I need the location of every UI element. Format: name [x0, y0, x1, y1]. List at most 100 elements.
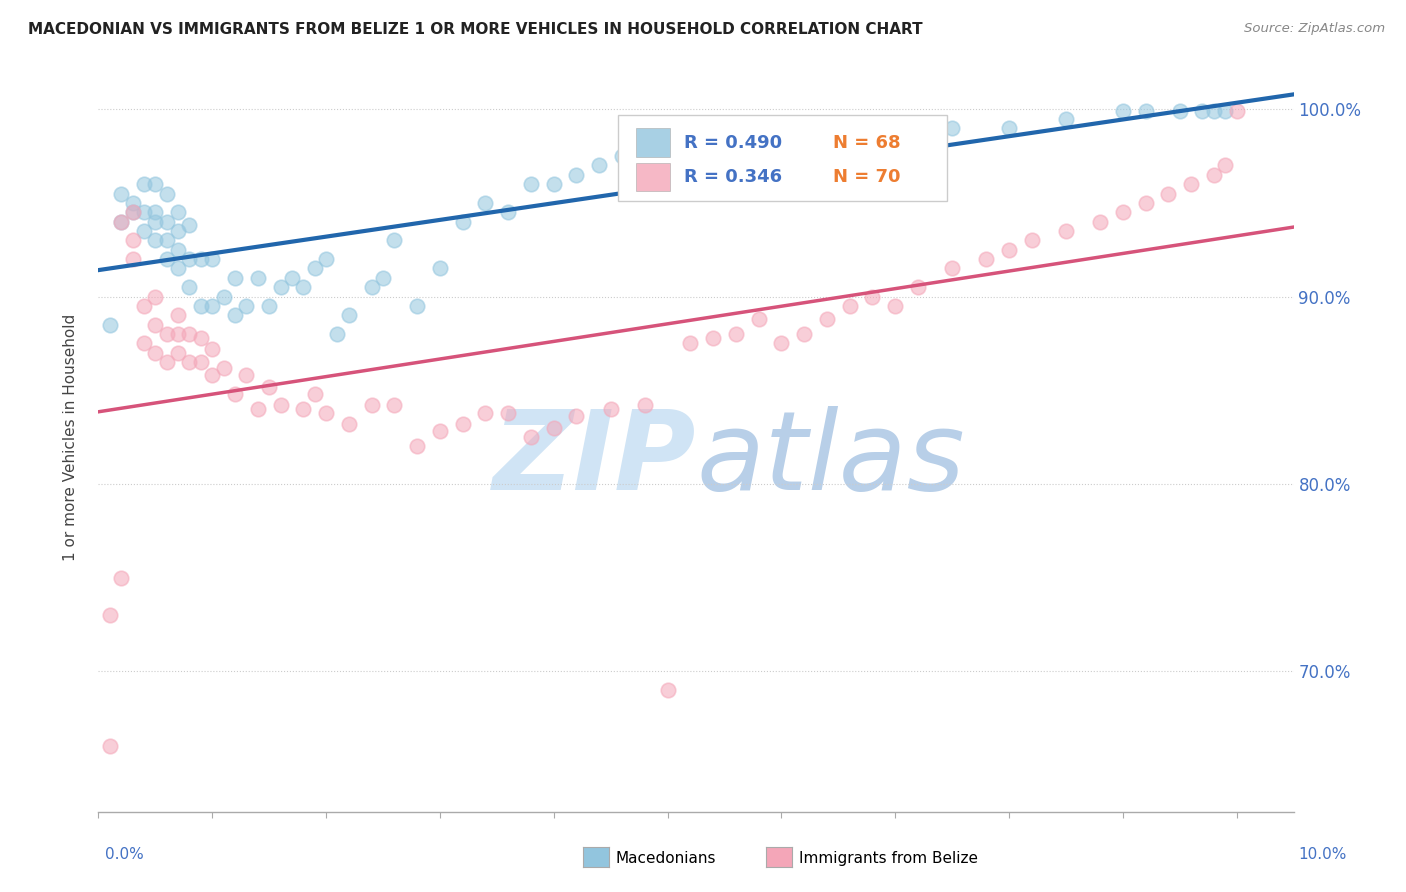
- Point: [382, 233, 405, 247]
- Point: [382, 398, 405, 412]
- Point: [292, 280, 315, 294]
- Point: [156, 355, 179, 369]
- Point: [1112, 104, 1135, 119]
- Point: [884, 130, 907, 145]
- Point: [1054, 112, 1077, 126]
- Point: [156, 326, 179, 341]
- Point: [451, 417, 474, 431]
- Point: [121, 233, 143, 247]
- Point: [167, 205, 190, 219]
- Point: [167, 308, 190, 322]
- Point: [179, 355, 201, 369]
- Point: [304, 261, 326, 276]
- Point: [121, 252, 143, 266]
- Point: [156, 186, 179, 201]
- Point: [132, 336, 155, 351]
- Point: [1191, 104, 1213, 119]
- FancyBboxPatch shape: [637, 163, 669, 191]
- Point: [884, 299, 907, 313]
- Point: [520, 430, 543, 444]
- Text: 0.0%: 0.0%: [105, 847, 145, 862]
- Point: [1054, 224, 1077, 238]
- Point: [657, 158, 679, 172]
- Point: [406, 299, 429, 313]
- Point: [190, 331, 212, 345]
- Point: [179, 219, 201, 233]
- Point: [941, 261, 963, 276]
- Point: [121, 195, 143, 210]
- Point: [360, 280, 382, 294]
- Text: R = 0.346: R = 0.346: [685, 168, 782, 186]
- Point: [634, 168, 657, 182]
- Y-axis label: 1 or more Vehicles in Household: 1 or more Vehicles in Household: [63, 313, 77, 561]
- Point: [657, 683, 679, 698]
- Point: [543, 420, 565, 434]
- Point: [1112, 205, 1135, 219]
- Point: [565, 168, 588, 182]
- Point: [634, 398, 657, 412]
- Point: [1180, 177, 1202, 191]
- Point: [167, 345, 190, 359]
- Point: [474, 195, 496, 210]
- Point: [121, 205, 143, 219]
- Point: [143, 318, 166, 332]
- Point: [724, 326, 747, 341]
- Point: [167, 224, 190, 238]
- Point: [304, 387, 326, 401]
- Point: [360, 398, 382, 412]
- Point: [998, 120, 1021, 135]
- Point: [257, 379, 280, 393]
- Point: [406, 439, 429, 453]
- Point: [179, 326, 201, 341]
- Point: [143, 289, 166, 303]
- Point: [474, 406, 496, 420]
- Text: Immigrants from Belize: Immigrants from Belize: [799, 852, 977, 866]
- Point: [201, 299, 224, 313]
- Point: [201, 368, 224, 383]
- Point: [110, 571, 132, 585]
- Point: [224, 308, 246, 322]
- Point: [156, 233, 179, 247]
- Point: [748, 312, 770, 326]
- Point: [793, 326, 815, 341]
- Point: [110, 186, 132, 201]
- Text: N = 68: N = 68: [834, 134, 901, 152]
- Point: [451, 214, 474, 228]
- Point: [110, 214, 132, 228]
- Point: [337, 417, 360, 431]
- Point: [713, 149, 735, 163]
- Text: ZIP: ZIP: [492, 406, 696, 513]
- Point: [224, 387, 246, 401]
- Point: [190, 355, 212, 369]
- Point: [167, 326, 190, 341]
- Point: [143, 345, 166, 359]
- Point: [212, 360, 235, 375]
- Point: [770, 336, 793, 351]
- Text: N = 70: N = 70: [834, 168, 901, 186]
- Point: [246, 401, 269, 416]
- Point: [1135, 195, 1157, 210]
- Point: [179, 280, 201, 294]
- Point: [224, 270, 246, 285]
- Point: [98, 318, 121, 332]
- Point: [827, 130, 849, 145]
- Point: [371, 270, 394, 285]
- Point: [132, 299, 155, 313]
- Point: [1021, 233, 1043, 247]
- Point: [246, 270, 269, 285]
- Point: [235, 299, 257, 313]
- Point: [167, 243, 190, 257]
- Point: [588, 158, 610, 172]
- Point: [565, 409, 588, 424]
- Point: [292, 401, 315, 416]
- Point: [429, 261, 451, 276]
- Text: MACEDONIAN VS IMMIGRANTS FROM BELIZE 1 OR MORE VEHICLES IN HOUSEHOLD CORRELATION: MACEDONIAN VS IMMIGRANTS FROM BELIZE 1 O…: [28, 22, 922, 37]
- Point: [270, 398, 292, 412]
- Point: [326, 326, 349, 341]
- Point: [1135, 104, 1157, 119]
- Point: [132, 177, 155, 191]
- Point: [1202, 104, 1225, 119]
- Point: [679, 336, 702, 351]
- Point: [702, 331, 724, 345]
- Point: [860, 289, 883, 303]
